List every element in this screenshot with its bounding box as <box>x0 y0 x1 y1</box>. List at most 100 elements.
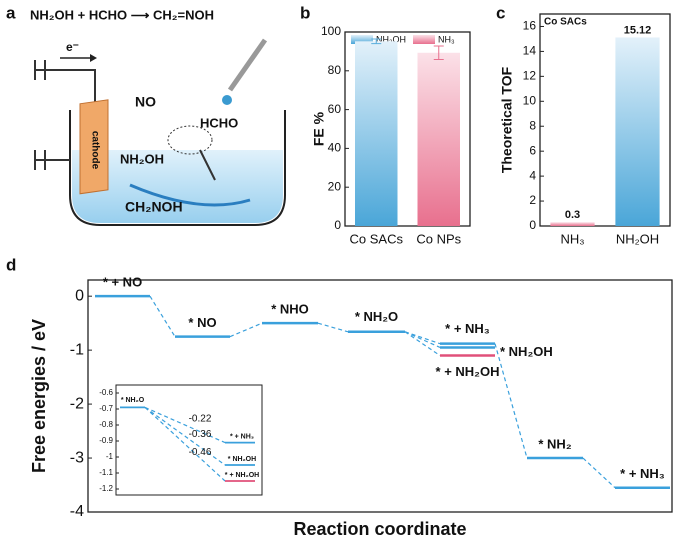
cathode <box>79 99 109 195</box>
level-label: * NO <box>188 315 216 330</box>
no-label: NO <box>135 94 156 110</box>
panel-label: d <box>6 255 16 274</box>
bar <box>550 222 595 226</box>
y-tick-label: 8 <box>529 118 536 132</box>
panel-label: c <box>496 3 505 22</box>
level-label: * NHO <box>271 302 309 317</box>
error-bar <box>371 38 382 45</box>
connector <box>404 331 441 357</box>
pipette <box>227 38 268 92</box>
frame <box>87 279 673 513</box>
connector <box>404 331 441 348</box>
panel-label: b <box>300 3 310 22</box>
y-tick-label: 60 <box>328 102 342 116</box>
bar <box>355 41 398 227</box>
y-axis-label: FE % <box>311 111 327 146</box>
legend-label: NH₂OH <box>376 34 406 44</box>
frame <box>344 31 471 227</box>
product-label: CH₂NOH <box>125 199 183 215</box>
annotation: Co SACs <box>544 17 587 28</box>
connector <box>144 406 226 444</box>
x-tick-label: Co NPs <box>416 231 461 246</box>
y-tick-label: 0 <box>75 287 84 304</box>
y-tick-label: -0.9 <box>99 436 113 445</box>
hcho-label: HCHO <box>200 115 238 130</box>
nh2oh-label: NH₂OH <box>120 151 164 166</box>
level-label: * NH₂O <box>121 397 145 404</box>
y-tick-label: -1 <box>106 452 114 461</box>
legend-swatch <box>413 35 435 44</box>
beaker <box>69 110 286 226</box>
y-tick-label: 10 <box>523 93 537 107</box>
y-tick-label: 2 <box>529 193 536 207</box>
y-tick-label: -0.8 <box>99 420 113 429</box>
value-label: 0.3 <box>565 209 580 221</box>
level-label: * + NH₂OH <box>225 472 259 479</box>
level-label: * NH₂OH <box>500 344 553 359</box>
y-tick-label: 16 <box>523 19 537 33</box>
level-label: * + NH₃ <box>230 433 254 440</box>
net-handle <box>199 149 216 181</box>
level-label: * + NH₃ <box>445 321 490 336</box>
level-label: * + NH₃ <box>620 466 665 481</box>
annotation: -0.46 <box>189 447 212 458</box>
annotation: -0.36 <box>189 429 212 440</box>
x-tick-label: NH₂OH <box>616 231 659 246</box>
x-tick-label: NH₃ <box>560 231 584 246</box>
frame <box>539 13 671 227</box>
y-tick-label: 40 <box>328 141 342 155</box>
drop <box>222 95 232 105</box>
level-label: * + NH₂OH <box>436 364 500 379</box>
panel-label: a <box>6 3 16 22</box>
wires <box>34 60 96 170</box>
connector <box>229 322 263 338</box>
equation: NH₂OH + HCHO ⟶ CH₂=NOH <box>30 7 214 22</box>
y-tick-label: -3 <box>70 449 84 466</box>
level-label: * + NO <box>103 275 142 290</box>
y-tick-label: 0 <box>529 218 536 232</box>
y-tick-label: -1.2 <box>99 484 113 493</box>
x-axis-label: Reaction coordinate <box>293 519 466 539</box>
level-label: * NH₂ <box>538 436 571 451</box>
electron: e⁻ <box>66 40 79 54</box>
bar <box>417 52 460 227</box>
y-tick-label: 20 <box>328 179 342 193</box>
y-axis-label: Theoretical TOF <box>499 66 515 173</box>
y-tick-label: -0.6 <box>99 388 113 397</box>
connector <box>144 406 226 466</box>
x-tick-label: Co SACs <box>350 231 404 246</box>
annotation: -0.22 <box>189 414 212 425</box>
connector <box>317 322 349 333</box>
error-bar <box>433 45 444 61</box>
y-tick-label: 4 <box>529 168 536 182</box>
connector <box>404 331 441 345</box>
connector <box>149 295 176 337</box>
cathode-label: cathode <box>89 131 100 170</box>
y-tick-label: 14 <box>523 44 537 58</box>
legend-swatch <box>351 35 373 44</box>
legend-label: NH₃ <box>438 34 455 44</box>
value-label: 15.12 <box>624 24 652 36</box>
y-tick-label: -0.7 <box>99 404 113 413</box>
y-axis-label: Free energies / eV <box>29 319 49 473</box>
y-tick-label: -4 <box>70 503 84 520</box>
y-tick-label: -2 <box>70 395 84 412</box>
inset-frame <box>115 384 263 496</box>
y-tick-label: 0 <box>334 218 341 232</box>
arrowhead <box>90 54 97 62</box>
flow-arrow <box>129 183 251 207</box>
net <box>167 125 213 155</box>
y-tick-label: 100 <box>321 24 341 38</box>
bar <box>615 37 660 227</box>
level-label: * NH₂OH <box>228 456 256 463</box>
connector <box>582 457 616 489</box>
y-tick-label: -1.1 <box>99 468 113 477</box>
y-tick-label: 6 <box>529 143 536 157</box>
connector <box>494 343 528 459</box>
y-tick-label: 80 <box>328 63 342 77</box>
y-tick-label: 12 <box>523 69 537 83</box>
level-label: * NH₂O <box>355 309 398 324</box>
schematic: a NH₂OH + HCHO ⟶ CH₂=NOH e⁻ cathode NO H… <box>6 3 286 226</box>
y-tick-label: -1 <box>70 341 84 358</box>
